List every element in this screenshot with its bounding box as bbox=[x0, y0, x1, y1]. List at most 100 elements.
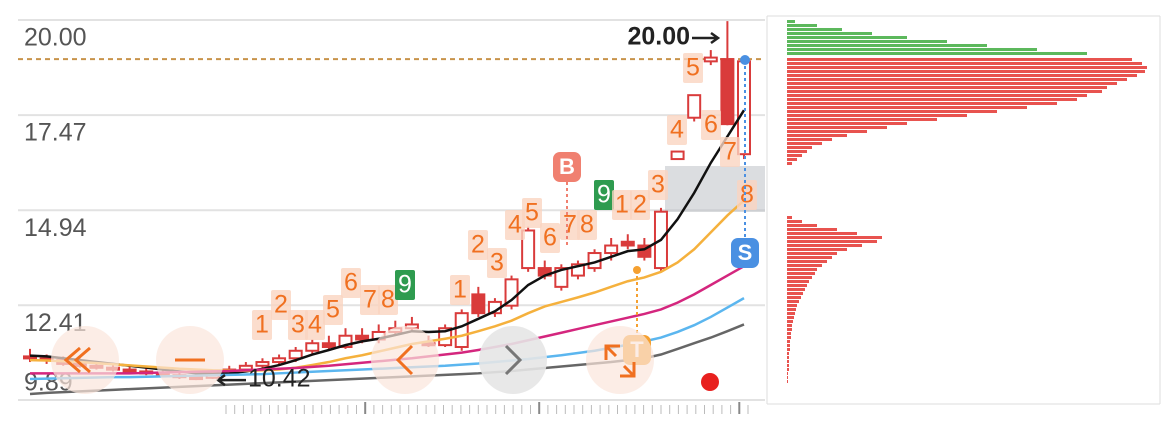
profile-bar bbox=[787, 70, 1145, 73]
candle-body bbox=[504, 278, 519, 307]
low-arrow bbox=[215, 374, 246, 387]
signal-label: S bbox=[738, 240, 753, 265]
profile-bar bbox=[787, 24, 817, 27]
profile-bar bbox=[787, 372, 788, 375]
profile-bar bbox=[787, 66, 1147, 69]
profile-bar bbox=[787, 300, 799, 303]
candle-body bbox=[620, 240, 635, 247]
candle-body bbox=[720, 58, 735, 126]
profile-bar bbox=[787, 224, 817, 227]
profile-bar bbox=[787, 146, 812, 149]
profile-bar bbox=[787, 122, 907, 125]
profile-bar bbox=[787, 312, 795, 315]
profile-bar bbox=[787, 228, 837, 231]
sequence-label: 8 bbox=[381, 286, 395, 314]
sequence-label: 7 bbox=[363, 286, 377, 314]
sequence-label: 2 bbox=[633, 191, 647, 219]
profile-bar bbox=[787, 44, 987, 47]
sequence-label: 6 bbox=[543, 224, 557, 252]
profile-bar bbox=[787, 94, 1087, 97]
profile-bar bbox=[787, 296, 801, 299]
profile-bar bbox=[787, 58, 1132, 61]
profile-bar bbox=[787, 98, 1077, 101]
sequence-label: 1 bbox=[615, 191, 629, 219]
sequence-badge bbox=[594, 180, 614, 210]
profile-bar bbox=[787, 256, 832, 259]
profile-bar bbox=[787, 52, 1087, 55]
sequence-badge bbox=[505, 210, 525, 240]
profile-bar bbox=[787, 20, 795, 23]
profile-bar bbox=[787, 118, 937, 121]
candle-body bbox=[670, 150, 685, 161]
profile-bar bbox=[787, 324, 792, 327]
profile-bar bbox=[787, 150, 807, 153]
profile-bar bbox=[787, 162, 792, 165]
sequence-label: 4 bbox=[508, 211, 522, 239]
profile-bar bbox=[787, 264, 822, 267]
profile-bar bbox=[787, 380, 788, 383]
candle-body bbox=[554, 267, 569, 288]
sequence-badge bbox=[667, 115, 687, 145]
sequence-badge bbox=[560, 210, 580, 240]
nav-next[interactable] bbox=[479, 326, 547, 394]
sequence-label: 3 bbox=[291, 311, 305, 339]
profile-bar bbox=[787, 320, 793, 323]
profile-bar bbox=[787, 276, 812, 279]
profile-bar bbox=[787, 268, 817, 271]
sequence-label: 7 bbox=[563, 211, 577, 239]
sequence-badge bbox=[395, 270, 415, 300]
profile-bar bbox=[787, 336, 791, 339]
sequence-label: 3 bbox=[490, 249, 504, 277]
profile-bar bbox=[787, 78, 1127, 81]
profile-bar bbox=[787, 102, 1057, 105]
profile-bar bbox=[787, 288, 805, 291]
status-dot bbox=[701, 373, 719, 391]
signal-badge bbox=[731, 238, 759, 268]
sequence-label: 6 bbox=[704, 111, 718, 139]
candle-body bbox=[604, 244, 619, 255]
profile-bar bbox=[787, 308, 796, 311]
profile-bar bbox=[787, 28, 842, 31]
candle-body bbox=[338, 334, 353, 349]
nav-prev[interactable] bbox=[371, 326, 439, 394]
signal-label: B bbox=[559, 154, 575, 179]
sequence-label: 5 bbox=[525, 199, 539, 227]
profile-bar bbox=[787, 32, 872, 35]
icon-prev bbox=[395, 344, 414, 376]
profile-bar bbox=[787, 90, 1102, 93]
sequence-badge bbox=[630, 190, 650, 220]
profile-bar bbox=[787, 220, 802, 223]
nav-controls bbox=[51, 326, 654, 394]
sequence-badge bbox=[288, 310, 308, 340]
low-label: 10.42 bbox=[248, 365, 311, 393]
candle-body bbox=[703, 56, 718, 63]
signal-badge bbox=[553, 152, 581, 182]
icon-next bbox=[504, 344, 523, 376]
candle-body bbox=[288, 349, 303, 360]
y-tick-label: 14.94 bbox=[24, 214, 87, 242]
nav-first[interactable] bbox=[51, 326, 119, 394]
profile-bar bbox=[787, 40, 947, 43]
sequence-label: 2 bbox=[274, 291, 288, 319]
icon-expand bbox=[604, 344, 636, 378]
y-tick-label: 17.47 bbox=[24, 119, 87, 147]
profile-bar bbox=[787, 232, 857, 235]
profile-bar bbox=[787, 340, 790, 343]
sequence-label: 1 bbox=[255, 311, 269, 339]
sequence-badge bbox=[701, 110, 721, 140]
profile-bar bbox=[787, 292, 803, 295]
candle-body bbox=[355, 334, 370, 341]
sequence-badge bbox=[577, 210, 597, 240]
sequence-badge bbox=[540, 223, 560, 253]
candle-body bbox=[272, 357, 287, 364]
profile-bar bbox=[787, 138, 832, 141]
candle-body bbox=[305, 342, 320, 352]
nav-fullscreen[interactable] bbox=[586, 326, 654, 394]
sequence-badge bbox=[252, 310, 272, 340]
sequence-label: 5 bbox=[326, 296, 340, 324]
sequence-label: 4 bbox=[308, 311, 322, 339]
sequence-badge bbox=[323, 295, 343, 325]
profile-bar bbox=[787, 86, 1107, 89]
candle-body bbox=[687, 94, 702, 119]
